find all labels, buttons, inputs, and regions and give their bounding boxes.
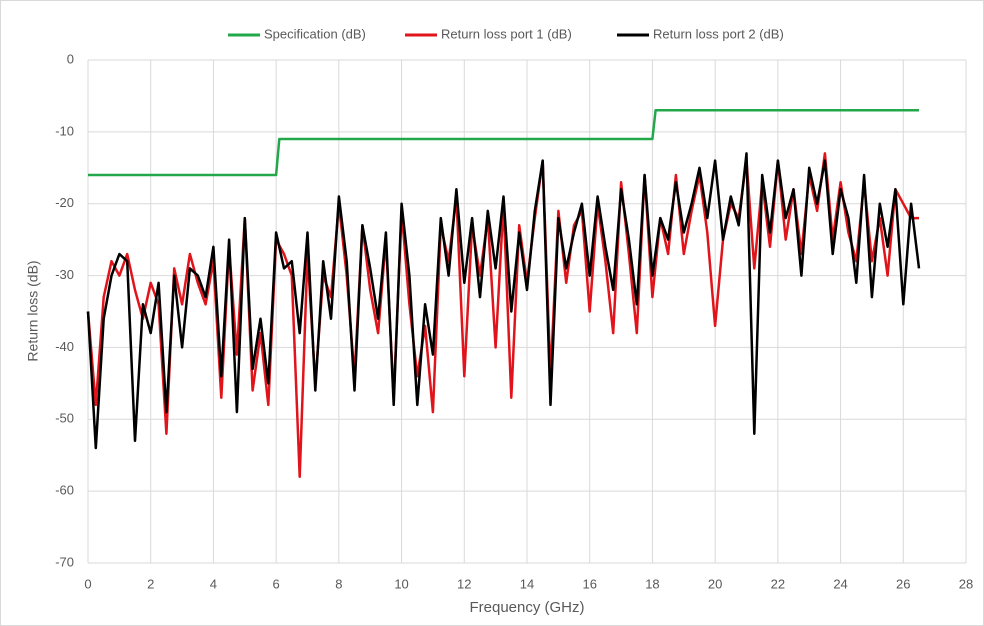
legend-label: Return loss port 1 (dB)	[441, 26, 572, 41]
legend-label: Return loss port 2 (dB)	[653, 26, 784, 41]
y-tick-label: -10	[55, 123, 74, 138]
x-tick-label: 12	[457, 576, 471, 591]
series-line	[88, 109, 919, 177]
x-tick-label: 18	[645, 576, 659, 591]
y-tick-label: 0	[67, 51, 74, 66]
x-tick-label: 8	[335, 576, 342, 591]
y-tick-label: -50	[55, 411, 74, 426]
x-tick-label: 20	[708, 576, 722, 591]
y-tick-label: -30	[55, 267, 74, 282]
x-tick-label: 24	[833, 576, 847, 591]
y-tick-label: -60	[55, 483, 74, 498]
series-line	[86, 152, 921, 450]
y-tick-label: -40	[55, 339, 74, 354]
x-tick-label: 6	[273, 576, 280, 591]
x-tick-label: 2	[147, 576, 154, 591]
x-tick-label: 4	[210, 576, 217, 591]
y-tick-label: -70	[55, 554, 74, 569]
x-axis-label: Frequency (GHz)	[469, 599, 584, 616]
y-axis-label: Return loss (dB)	[25, 260, 41, 361]
x-tick-label: 26	[896, 576, 910, 591]
x-tick-label: 14	[520, 576, 534, 591]
x-tick-label: 10	[394, 576, 408, 591]
legend-label: Specification (dB)	[264, 26, 366, 41]
x-tick-label: 28	[959, 576, 973, 591]
y-tick-label: -20	[55, 195, 74, 210]
x-tick-label: 0	[84, 576, 91, 591]
x-tick-label: 22	[771, 576, 785, 591]
x-tick-label: 16	[582, 576, 596, 591]
